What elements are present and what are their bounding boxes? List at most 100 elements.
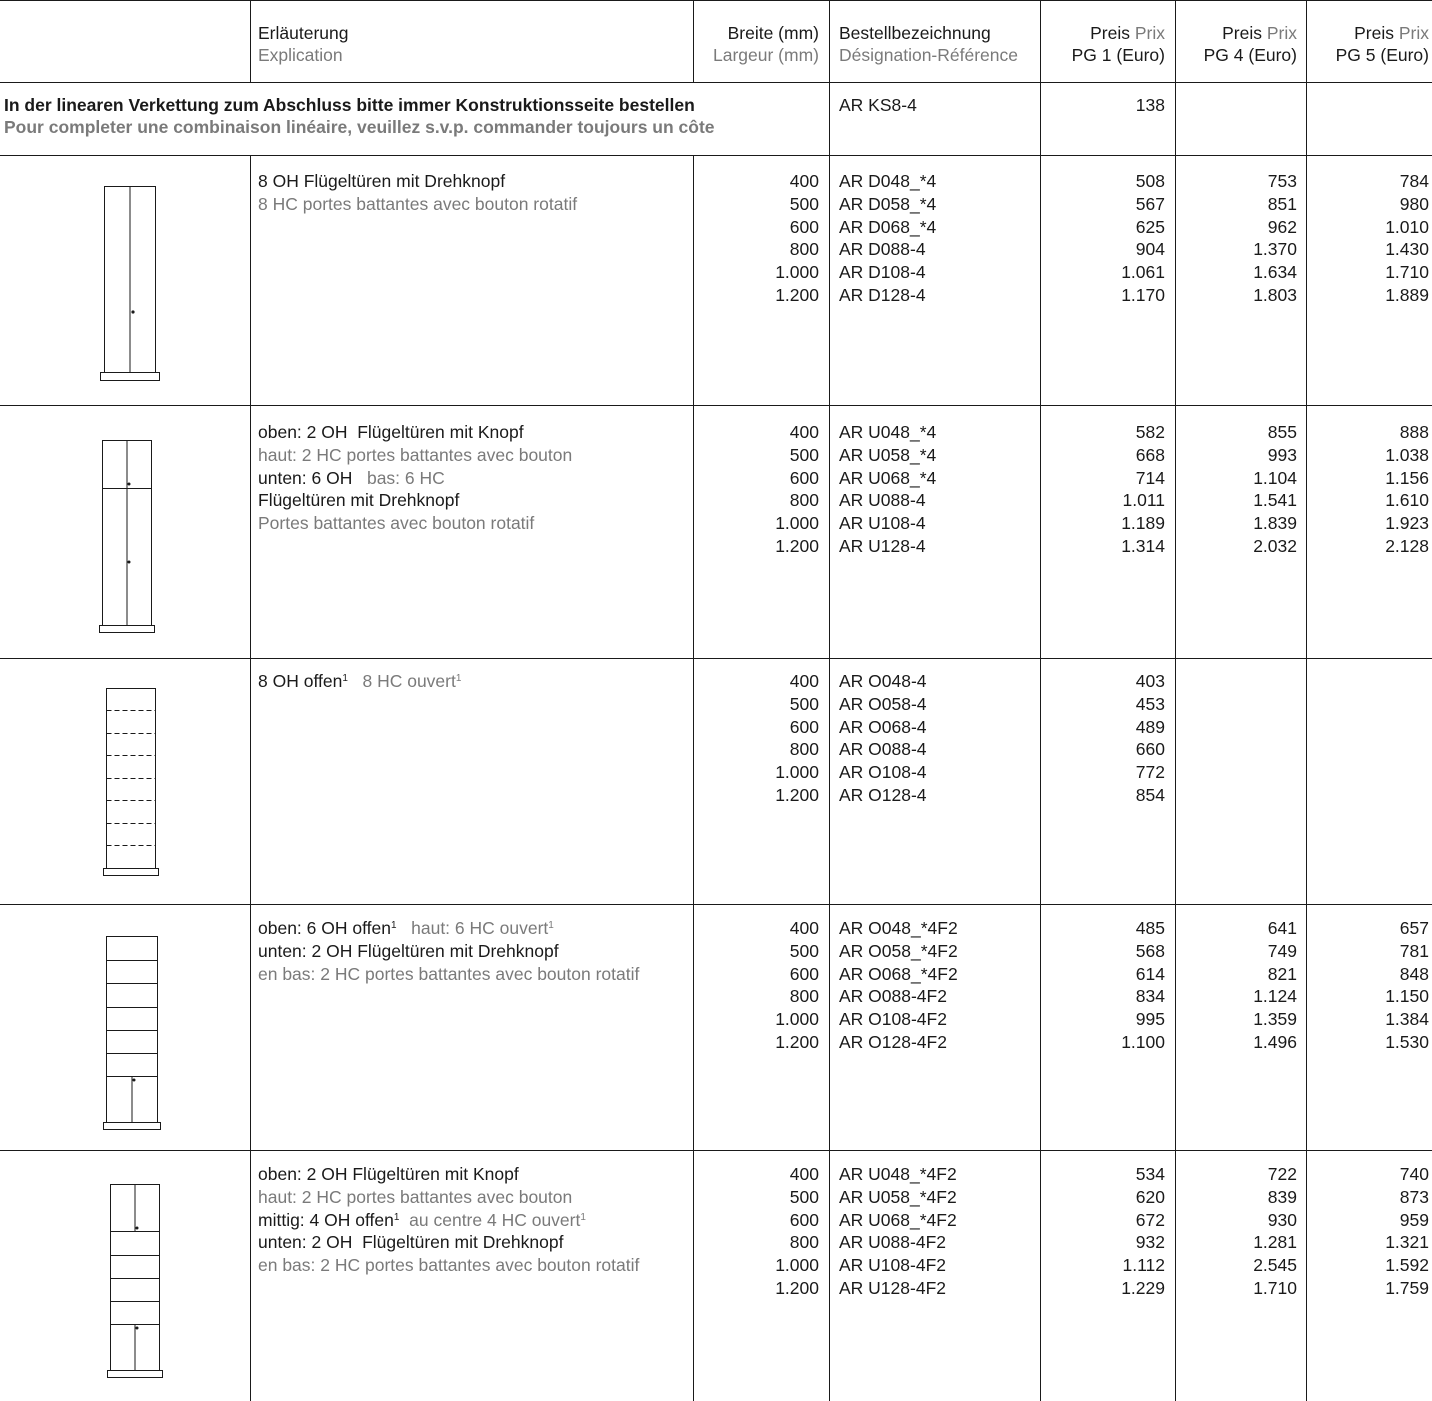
price-pg4: 1.104	[1253, 467, 1297, 488]
column-divider	[693, 0, 694, 82]
table-top-border	[0, 0, 1432, 1]
french-text: en bas: 2 HC portes battantes avec bouto…	[258, 1255, 640, 1276]
column-divider	[1306, 0, 1307, 1401]
width-value: 600	[789, 467, 819, 488]
intro-code: AR KS8-4	[839, 95, 917, 115]
price-pg4: 855	[1267, 422, 1297, 442]
price-pg1: 854	[1135, 784, 1165, 805]
width-value: 800	[789, 986, 819, 1007]
price-pg5: 1.010	[1385, 216, 1429, 237]
price-pg5: 1.384	[1385, 1009, 1429, 1030]
price-pg1: 668	[1135, 444, 1165, 465]
price-pg1: 625	[1135, 216, 1165, 237]
description-line: Flügeltüren mit Drehknopf	[258, 489, 572, 512]
width-value: 400	[789, 918, 819, 938]
price-pg5: 848	[1399, 963, 1429, 984]
price-pg5: 1.759	[1385, 1277, 1429, 1298]
price-pg1: 672	[1135, 1209, 1165, 1230]
price-pg5: 740	[1399, 1164, 1429, 1184]
footnote-marker: 1	[390, 920, 397, 931]
width-value-column: 400 500 600 800 1.000 1.200	[696, 421, 819, 558]
description-line: 8 HC portes battantes avec bouton rotati…	[258, 193, 577, 216]
width-value-column: 400 500 600 800 1.000 1.200	[696, 670, 819, 807]
german-text: oben: 6 OH offen	[258, 918, 391, 938]
order-code-column: AR O048_*4F2 AR O058_*4F2 AR O068_*4F2 AR O…	[839, 917, 1034, 1054]
price-pg4: 1.281	[1253, 1232, 1297, 1253]
order-code: AR U088-4F2	[839, 1232, 946, 1253]
order-code: AR D048_*4	[839, 171, 937, 191]
french-text: en bas: 2 HC portes battantes avec bouto…	[258, 963, 640, 984]
price-pg4: 1.710	[1253, 1277, 1297, 1298]
price-pg1-column: 403 453 489 660 772 854	[1043, 670, 1165, 807]
width-value: 1.000	[775, 262, 819, 283]
price-pg5: 2.128	[1385, 535, 1429, 556]
price-pg4: 1.541	[1253, 490, 1297, 511]
price-pg4-column: 722 839 930 1.281 2.545 1.710	[1178, 1163, 1297, 1300]
column-divider	[829, 0, 830, 1401]
header-explanation: Erläuterung Explication	[258, 23, 349, 65]
price-pg5: 1.530	[1385, 1031, 1429, 1052]
width-value: 400	[789, 671, 819, 691]
price-pg4: 1.359	[1253, 1009, 1297, 1030]
french-text: 8 HC portes battantes avec bouton rotati…	[258, 193, 578, 214]
footnote-marker: 1	[393, 1211, 400, 1223]
price-pg5: 784	[1399, 171, 1429, 191]
header-divider	[0, 82, 1432, 83]
price-pg4: 839	[1267, 1186, 1297, 1207]
french-text: haut: 6 HC ouvert	[396, 918, 549, 938]
order-code: AR O048_*4F2	[839, 918, 958, 938]
order-code: AR D068_*4	[839, 216, 937, 237]
order-code-column: AR U048_*4 AR U058_*4 AR U068_*4 AR U088-4 A…	[839, 421, 1034, 558]
order-code-column: AR U048_*4F2 AR U058_*4F2 AR U068_*4F2 AR U…	[839, 1163, 1034, 1300]
width-value: 600	[789, 216, 819, 237]
description-line: oben: 2 OH Flügeltüren mit Knopf	[258, 421, 572, 444]
width-value: 1.000	[775, 1255, 819, 1276]
price-pg1: 772	[1135, 762, 1165, 783]
order-code: AR O058-4	[839, 693, 927, 714]
price-pg4: 1.803	[1253, 284, 1297, 305]
german-text: unten: 2 OH Flügeltüren mit Drehknopf	[258, 940, 559, 961]
price-pg4: 930	[1267, 1209, 1297, 1230]
header-price-pg4: Preis Prix PG 4 (Euro)	[1203, 23, 1297, 65]
french-text: bas: 6 HC	[352, 467, 445, 488]
price-pg5: 1.923	[1385, 513, 1429, 534]
price-pg4-column: 855 993 1.104 1.541 1.839 2.032	[1178, 421, 1297, 558]
german-text: oben: 2 OH Flügeltüren mit Knopf	[258, 422, 524, 442]
price-pg4: 1.370	[1253, 239, 1297, 260]
order-code: AR D088-4	[839, 239, 926, 260]
cabinet-2oh-6oh-doors-icon	[99, 440, 155, 633]
price-pg5-column: 888 1.038 1.156 1.610 1.923 2.128	[1309, 421, 1429, 558]
price-pg1: 568	[1135, 940, 1165, 961]
description-line: 8 OH Flügeltüren mit Drehknopf	[258, 170, 577, 193]
description-line: en bas: 2 HC portes battantes avec bouto…	[258, 1254, 639, 1277]
order-code: AR O088-4	[839, 739, 927, 760]
description-line: unten: 2 OH Flügeltüren mit Drehknopf	[258, 1231, 639, 1254]
width-value: 800	[789, 490, 819, 511]
description-line: haut: 2 HC portes battantes avec bouton	[258, 1186, 639, 1209]
order-code: AR U088-4	[839, 490, 926, 511]
footnote-marker: 1	[342, 673, 348, 684]
price-pg4-column: 641 749 821 1.124 1.359 1.496	[1178, 917, 1297, 1054]
price-pg1: 714	[1135, 467, 1165, 488]
price-pg5: 873	[1399, 1186, 1429, 1207]
price-pg4: 1.634	[1253, 262, 1297, 283]
price-pg5: 980	[1399, 193, 1429, 214]
price-pg4-column: 753 851 962 1.370 1.634 1.803	[1178, 170, 1297, 307]
order-code: AR U058_*4	[839, 444, 937, 465]
row-divider	[0, 658, 1432, 659]
row-divider	[0, 1150, 1432, 1151]
row-description: oben: 2 OH Flügeltüren mit Knopf haut: 2 …	[258, 421, 572, 535]
price-pg4: 749	[1267, 940, 1297, 961]
width-value: 500	[789, 940, 819, 961]
order-code: AR O108-4	[839, 762, 927, 783]
column-divider	[1175, 0, 1176, 1401]
price-pg4: 962	[1267, 216, 1297, 237]
width-value: 600	[789, 963, 819, 984]
row-divider	[0, 904, 1432, 905]
german-text: oben: 2 OH Flügeltüren mit Knopf	[258, 1164, 519, 1184]
order-code: AR O048-4	[839, 671, 927, 691]
price-pg1-column: 508 567 625 904 1.061 1.170	[1043, 170, 1165, 307]
width-value: 400	[789, 422, 819, 442]
price-pg4: 1.124	[1253, 986, 1297, 1007]
